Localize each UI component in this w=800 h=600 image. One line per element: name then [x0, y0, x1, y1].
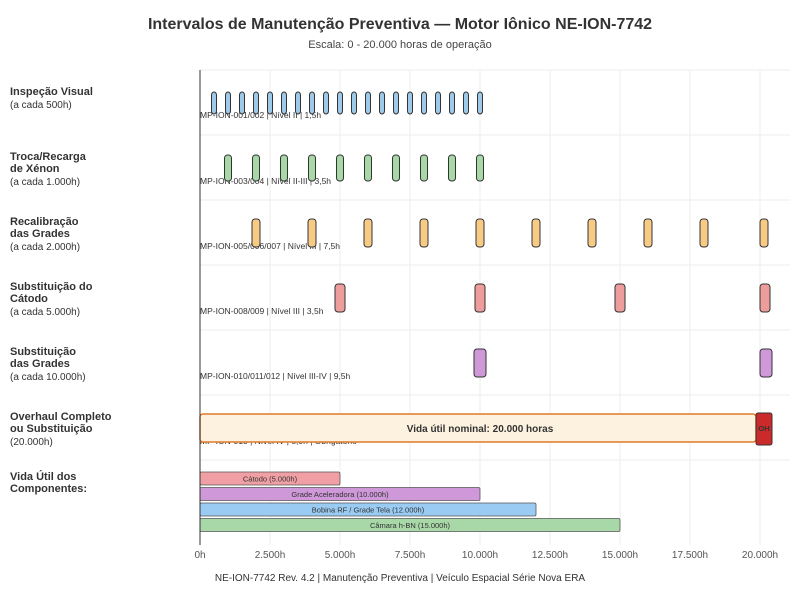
- row-interval-label: (a cada 2.000h): [10, 242, 80, 253]
- maintenance-event-mark: [476, 154, 484, 182]
- row-label: ou Substituição: [10, 423, 93, 435]
- nominal-life-label: Vida útil nominal: 20.000 horas: [407, 424, 554, 435]
- maintenance-event-mark: [699, 218, 709, 248]
- maintenance-rows: Inspeção Visual (a cada 500h) MP-ION-001/0…: [10, 86, 773, 448]
- row-label: Recalibração: [10, 216, 79, 228]
- x-tick-label: 2.500h: [255, 550, 286, 561]
- row-procedure-note: MP-ION-008/009 | Nível III | 3,5h: [200, 306, 324, 316]
- maintenance-event-mark: [336, 154, 344, 182]
- row-interval-label: (20.000h): [10, 437, 53, 448]
- overhaul-marker-label: OH: [758, 424, 769, 433]
- row-label: Overhaul Completo: [10, 411, 112, 423]
- maintenance-event-mark: [253, 91, 259, 115]
- maintenance-event-mark: [267, 91, 273, 115]
- maintenance-event-mark: [280, 154, 288, 182]
- component-life-label: Bobina RF / Grade Tela (12.000h): [312, 506, 425, 515]
- maintenance-event-mark: [448, 154, 456, 182]
- maintenance-event-mark: [334, 283, 346, 313]
- maintenance-event-mark: [419, 218, 429, 248]
- maintenance-event-mark: [463, 91, 469, 115]
- x-axis-ticks: 0h 2.500h 5.000h 7.500h 10.000h 12.500h 15.000…: [194, 550, 778, 561]
- maintenance-event-mark: [435, 91, 441, 115]
- maintenance-event-mark: [307, 218, 317, 248]
- overhaul-marker: [755, 412, 773, 446]
- maintenance-event-mark: [323, 91, 329, 115]
- x-tick-label: 7.500h: [395, 550, 426, 561]
- x-tick-label: 12.500h: [532, 550, 568, 561]
- chart-footer: NE-ION-7742 Rev. 4.2 | Manutenção Preven…: [215, 573, 586, 584]
- maintenance-event-mark: [643, 218, 653, 248]
- row-label: Substituição: [10, 346, 76, 358]
- chart-subtitle: Escala: 0 - 20.000 horas de operação: [308, 39, 491, 51]
- maintenance-event-mark: [473, 348, 487, 378]
- maintenance-event-mark: [759, 218, 769, 248]
- row-interval-label: (a cada 1.000h): [10, 177, 80, 188]
- maintenance-event-mark: [351, 91, 357, 115]
- maintenance-event-mark: [239, 91, 245, 115]
- row-interval-label: (a cada 10.000h): [10, 372, 86, 383]
- x-tick-label: 20.000h: [742, 550, 778, 561]
- maintenance-event-mark: [224, 154, 232, 182]
- maintenance-event-mark: [587, 218, 597, 248]
- maintenance-event-mark: [407, 91, 413, 115]
- row-procedure-note: MP-ION-001/002 | Nível II | 1,5h: [200, 110, 321, 120]
- maintenance-event-mark: [363, 218, 373, 248]
- maintenance-event-mark: [364, 154, 372, 182]
- row-procedure-note: MP-ION-003/004 | Nível II-III | 3,5h: [200, 176, 331, 186]
- maintenance-event-mark: [477, 91, 483, 115]
- maintenance-event-mark: [251, 218, 261, 248]
- row-procedure-note: MP-ION-005/006/007 | Nível III | 7,5h: [200, 241, 340, 251]
- row-interval-label: (a cada 500h): [10, 100, 72, 111]
- row-label: das Grades: [10, 228, 70, 240]
- maintenance-event-mark: [309, 91, 315, 115]
- row-interval-label: (a cada 5.000h): [10, 307, 80, 318]
- maintenance-event-mark: [531, 218, 541, 248]
- maintenance-event-mark: [225, 91, 231, 115]
- row-procedure-note: MP-ION-010/011/012 | Nível III-IV | 9,5h: [200, 371, 351, 381]
- row-label: Troca/Recarga: [10, 151, 87, 163]
- maintenance-event-mark: [759, 348, 773, 378]
- row-label: Cátodo: [10, 293, 48, 305]
- component-life-title: Vida Útil dos: [10, 470, 76, 483]
- row-label: de Xénon: [10, 163, 60, 175]
- x-tick-label: 0h: [194, 550, 205, 561]
- x-tick-label: 10.000h: [462, 550, 498, 561]
- maintenance-event-mark: [759, 283, 771, 313]
- maintenance-event-mark: [614, 283, 626, 313]
- maintenance-event-mark: [474, 283, 486, 313]
- component-life-label: Cátodo (5.000h): [243, 475, 298, 484]
- component-life-label: Câmara h-BN (15.000h): [370, 521, 451, 530]
- maintenance-event-mark: [295, 91, 301, 115]
- x-tick-label: 5.000h: [325, 550, 356, 561]
- maintenance-event-mark: [337, 91, 343, 115]
- maintenance-event-mark: [392, 154, 400, 182]
- component-life-label: Grade Aceleradora (10.000h): [291, 490, 389, 499]
- maintenance-event-mark: [308, 154, 316, 182]
- maintenance-event-mark: [365, 91, 371, 115]
- x-tick-label: 15.000h: [602, 550, 638, 561]
- component-life-title: Componentes:: [10, 483, 87, 495]
- maintenance-event-mark: [211, 91, 217, 115]
- maintenance-event-mark: [281, 91, 287, 115]
- x-tick-label: 17.500h: [672, 550, 708, 561]
- maintenance-event-mark: [252, 154, 260, 182]
- row-label: das Grades: [10, 358, 70, 370]
- maintenance-event-mark: [393, 91, 399, 115]
- row-label: Substituição do: [10, 281, 93, 293]
- row-label: Inspeção Visual: [10, 86, 93, 98]
- maintenance-event-mark: [475, 218, 485, 248]
- chart-title: Intervalos de Manutenção Preventiva — Mo…: [148, 16, 652, 33]
- maintenance-event-mark: [420, 154, 428, 182]
- maintenance-event-mark: [449, 91, 455, 115]
- maintenance-event-mark: [379, 91, 385, 115]
- maintenance-event-mark: [421, 91, 427, 115]
